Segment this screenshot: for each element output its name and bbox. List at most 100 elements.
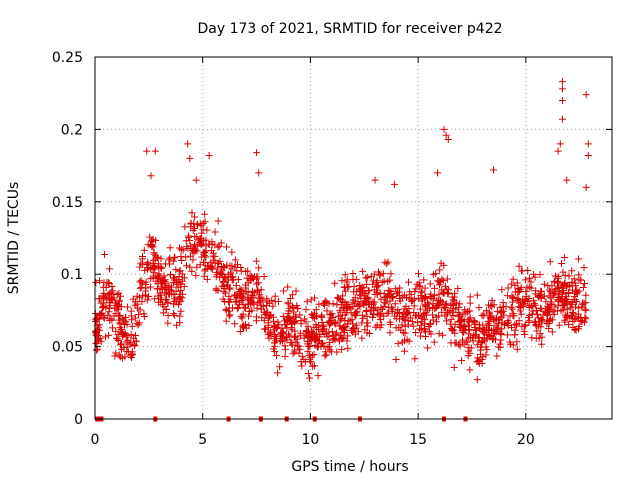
data-point [449, 300, 457, 308]
data-point [114, 335, 122, 343]
data-point [396, 315, 404, 323]
x-axis-label: GPS time / hours [291, 459, 408, 475]
data-point [478, 359, 486, 367]
data-point [461, 326, 469, 334]
data-point [173, 321, 181, 329]
data-point [131, 314, 139, 322]
data-point [122, 338, 130, 346]
data-point [582, 315, 590, 323]
data-point [515, 317, 523, 325]
data-point [149, 243, 157, 251]
data-point [136, 263, 144, 271]
data-point [411, 355, 419, 363]
data-point [252, 317, 260, 325]
data-point [478, 328, 486, 336]
data-point [115, 298, 123, 306]
x-tick-label: 10 [302, 432, 320, 448]
data-point [192, 271, 200, 279]
data-point [516, 286, 524, 294]
data-point [307, 296, 315, 304]
data-point [538, 340, 546, 348]
data-point [425, 304, 433, 312]
data-point [531, 301, 539, 309]
data-point [304, 370, 312, 378]
data-point [384, 278, 392, 286]
data-point [442, 131, 450, 139]
data-point [461, 306, 469, 314]
data-point [106, 304, 114, 312]
data-point [253, 275, 261, 283]
data-point [575, 255, 583, 263]
data-point [270, 317, 278, 325]
data-point [178, 256, 186, 264]
data-point [303, 298, 311, 306]
data-point [323, 298, 331, 306]
data-point [211, 228, 219, 236]
data-point [190, 220, 198, 228]
data-point [405, 278, 413, 286]
data-point [426, 320, 434, 328]
data-point [211, 241, 219, 249]
data-point [481, 337, 489, 345]
data-point [305, 327, 313, 335]
data-point [582, 91, 590, 99]
data-point [271, 323, 279, 331]
data-point [237, 267, 245, 275]
data-point [247, 294, 255, 302]
data-point [521, 322, 529, 330]
data-point [554, 307, 562, 315]
data-point [571, 316, 579, 324]
data-point [226, 269, 234, 277]
data-point [377, 315, 385, 323]
data-point [164, 299, 172, 307]
data-point [435, 290, 443, 298]
data-point [412, 285, 420, 293]
data-point [242, 284, 250, 292]
data-point [558, 85, 566, 93]
data-point [322, 351, 330, 359]
data-point [408, 318, 416, 326]
data-point [287, 339, 295, 347]
data-point [557, 296, 565, 304]
data-point [289, 291, 297, 299]
data-point [127, 352, 135, 360]
data-point [359, 299, 367, 307]
data-point [248, 273, 256, 281]
data-point [130, 334, 138, 342]
data-point [180, 283, 188, 291]
data-point [559, 287, 567, 295]
data-point [118, 354, 126, 362]
data-point [438, 308, 446, 316]
data-point [485, 322, 493, 330]
data-point [435, 312, 443, 320]
data-point [231, 256, 239, 264]
data-point [509, 312, 517, 320]
data-point [105, 296, 113, 304]
data-point [389, 305, 397, 313]
data-point [416, 332, 424, 340]
data-point [517, 310, 525, 318]
data-point [105, 331, 113, 339]
data-point [434, 301, 442, 309]
data-point [142, 287, 150, 295]
data-point [274, 369, 282, 377]
data-point [531, 300, 539, 308]
data-point [518, 323, 526, 331]
data-point [436, 266, 444, 274]
data-point [177, 245, 185, 253]
data-point [336, 322, 344, 330]
data-point [182, 262, 190, 270]
data-point [281, 342, 289, 350]
data-point [466, 349, 474, 357]
data-point [170, 297, 178, 305]
data-point [143, 296, 151, 304]
data-point [460, 317, 468, 325]
data-point [124, 336, 132, 344]
data-point [310, 351, 318, 359]
data-point [386, 329, 394, 337]
data-point [217, 239, 225, 247]
data-point [351, 310, 359, 318]
data-point [267, 311, 275, 319]
x-tick-label: 0 [91, 432, 100, 448]
